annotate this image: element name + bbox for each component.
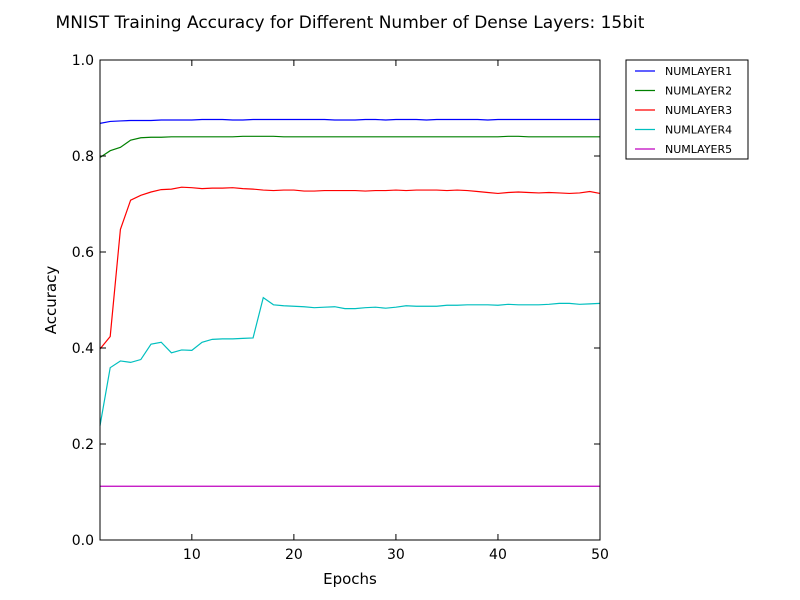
legend-label-numlayer1: NUMLAYER1 [665,65,732,78]
y-tick-label: 0.6 [72,245,94,261]
series-layer [99,118,601,487]
plot-area: 10 20 30 40 50 0.0 0.2 0.4 0.6 0.8 1.0 [72,53,609,563]
plot-frame [99,59,601,541]
plot-background [100,60,600,540]
legend: NUMLAYER1 NUMLAYER2 NUMLAYER3 NUMLAYER4 NUML… [625,59,749,160]
chart-title: MNIST Training Accuracy for Different Nu… [56,13,645,33]
x-tick-label: 10 [183,547,201,563]
y-tick-label: 0.4 [72,341,94,357]
x-tick-label: 30 [387,547,405,563]
x-tick-label: 20 [285,547,303,563]
x-axis-label: Epochs [323,570,377,588]
legend-label-numlayer4: NUMLAYER4 [665,124,732,137]
series-line-numlayer3 [99,186,601,350]
y-tick-label: 0.8 [72,149,94,165]
legend-label-numlayer3: NUMLAYER3 [665,104,732,117]
y-tick-label: 1.0 [72,53,94,69]
x-axis-ticks: 10 20 30 40 50 [183,60,609,563]
x-tick-label: 50 [591,547,609,563]
series-line-numlayer4 [99,296,601,426]
series-line-numlayer1 [99,118,600,124]
legend-label-numlayer2: NUMLAYER2 [665,85,732,98]
y-axis-ticks: 0.0 0.2 0.4 0.6 0.8 1.0 [72,53,600,549]
legend-label-numlayer5: NUMLAYER5 [665,143,732,156]
y-tick-label: 0.0 [72,533,94,549]
legend-items: NUMLAYER1 NUMLAYER2 NUMLAYER3 NUMLAYER4 NUML… [635,65,732,156]
y-axis-label: Accuracy [42,266,60,335]
series-line-numlayer2 [99,135,600,158]
x-tick-label: 40 [489,547,507,563]
y-tick-label: 0.2 [72,437,94,453]
